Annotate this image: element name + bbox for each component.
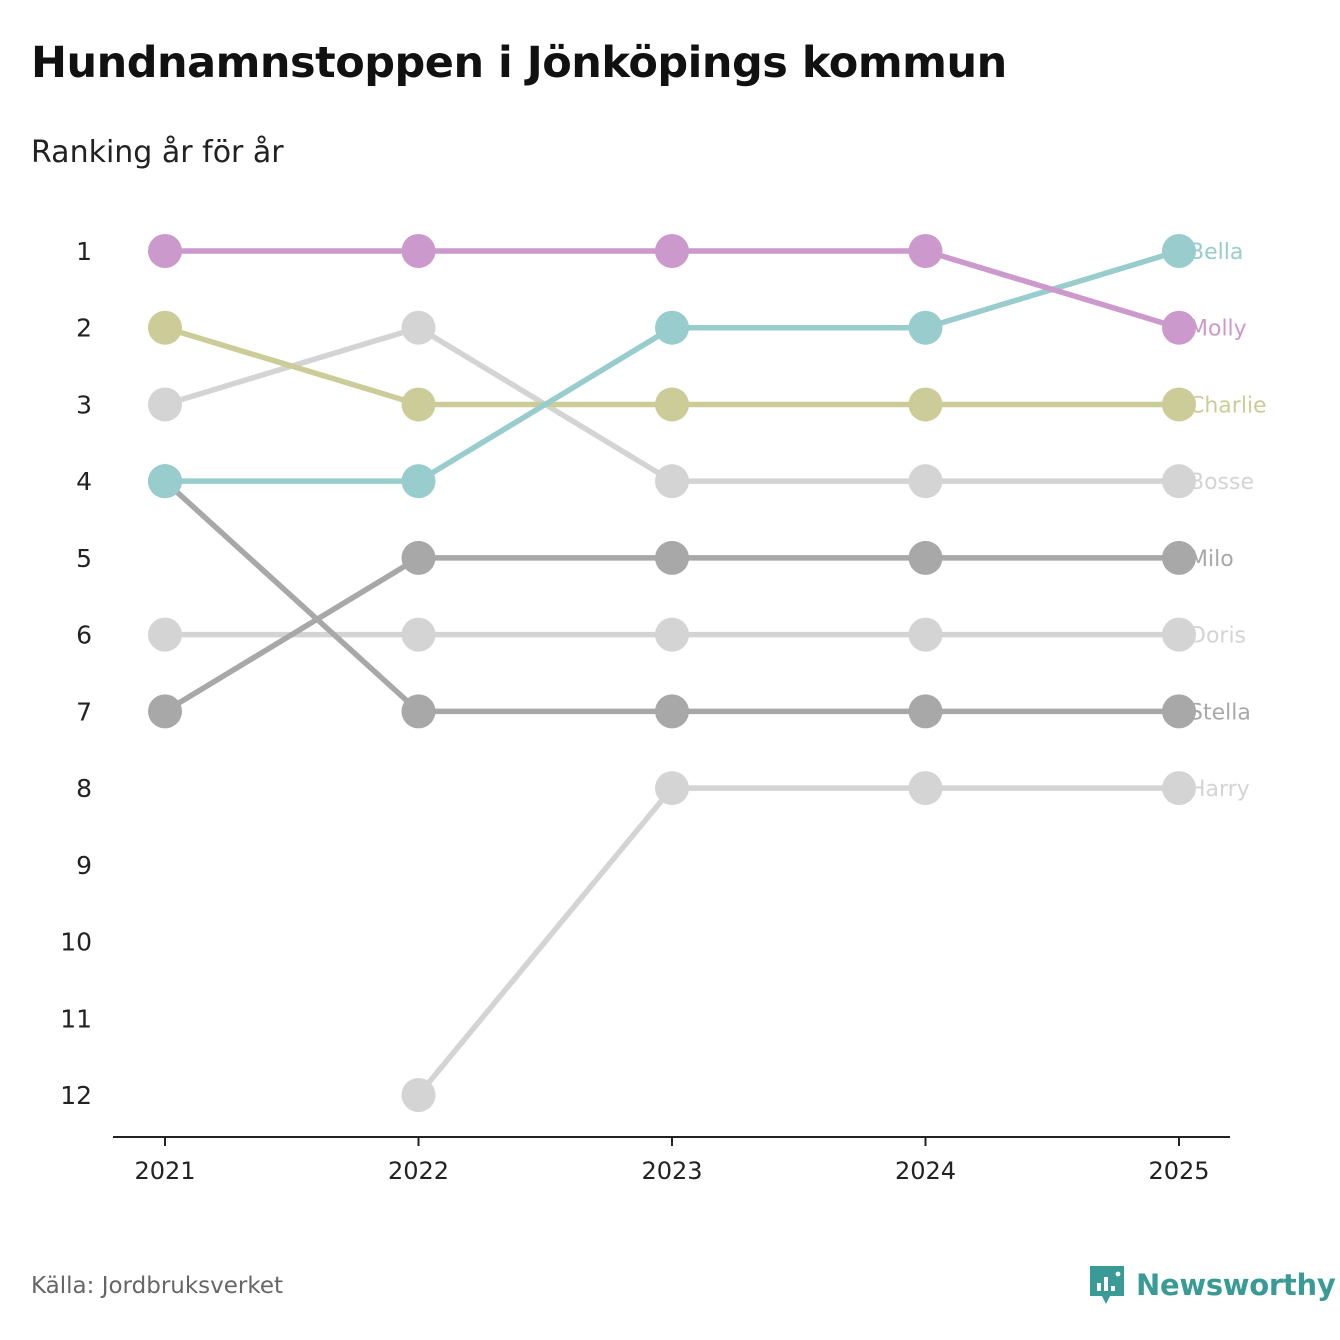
chart-title: Hundnamnstoppen i Jönköpings kommun [31, 38, 1007, 88]
x-tick-label: 2021 [134, 1157, 195, 1185]
y-tick-label: 7 [76, 697, 92, 726]
data-point-stella[interactable] [655, 694, 689, 729]
series-label-harry: Harry [1189, 777, 1250, 802]
data-point-doris[interactable] [655, 617, 689, 652]
data-point-bella[interactable] [908, 310, 943, 345]
data-point-charlie[interactable] [148, 310, 182, 345]
x-tick-label: 2024 [895, 1157, 956, 1185]
data-point-molly[interactable] [148, 234, 182, 268]
series-label-bella: Bella [1189, 240, 1243, 265]
y-tick-label: 8 [76, 774, 92, 803]
x-tick-label: 2023 [641, 1157, 702, 1185]
data-point-molly[interactable] [655, 234, 689, 268]
y-tick-label: 3 [76, 390, 92, 419]
data-point-harry[interactable] [908, 771, 943, 806]
y-tick-label: 11 [60, 1004, 92, 1033]
y-tick-label: 10 [60, 928, 92, 957]
data-point-milo[interactable] [401, 540, 436, 575]
y-tick-label: 5 [76, 544, 92, 573]
data-point-bosse[interactable] [1162, 464, 1196, 499]
data-point-milo[interactable] [148, 694, 182, 729]
series-label-milo: Milo [1189, 547, 1234, 572]
data-point-molly[interactable] [908, 234, 943, 268]
data-point-charlie[interactable] [1162, 387, 1196, 422]
y-tick-label: 9 [76, 851, 92, 880]
y-tick-label: 2 [76, 314, 92, 343]
data-point-bella[interactable] [655, 310, 689, 345]
data-point-stella[interactable] [908, 694, 943, 729]
source-note: Källa: Jordbruksverket [31, 1273, 284, 1299]
series-line-stella [163, 479, 1179, 715]
data-point-molly[interactable] [401, 234, 436, 268]
y-tick-label: 1 [76, 237, 92, 266]
series-label-charlie: Charlie [1189, 393, 1267, 418]
series-points [148, 234, 1196, 1112]
data-point-molly[interactable] [1162, 310, 1196, 345]
series-label-stella: Stella [1189, 700, 1251, 725]
series-line-harry [416, 785, 1179, 1097]
data-point-milo[interactable] [655, 540, 689, 575]
y-tick-label: 6 [76, 621, 92, 650]
data-point-bella[interactable] [401, 464, 436, 499]
data-point-doris[interactable] [908, 617, 943, 652]
data-point-harry[interactable] [401, 1078, 436, 1112]
series-lines [163, 248, 1180, 1097]
data-point-bosse[interactable] [148, 387, 182, 422]
series-labels: Doris Harry Bosse Milo Stella Charlie Bella Mol… [1189, 240, 1267, 802]
data-point-doris[interactable] [401, 617, 436, 652]
y-tick-label: 4 [76, 467, 92, 496]
data-point-harry[interactable] [1162, 771, 1196, 806]
data-point-bella[interactable] [1162, 234, 1196, 268]
data-point-stella[interactable] [1162, 694, 1196, 729]
data-point-charlie[interactable] [401, 387, 436, 422]
data-point-charlie[interactable] [908, 387, 943, 422]
data-point-bosse[interactable] [908, 464, 943, 499]
series-line-bella [165, 248, 1180, 484]
data-point-stella[interactable] [401, 694, 436, 729]
data-point-doris[interactable] [148, 617, 182, 652]
data-point-bosse[interactable] [401, 310, 436, 345]
chart-subtitle: Ranking år för år [31, 135, 284, 170]
data-point-doris[interactable] [1162, 617, 1196, 652]
newsworthy-logo-icon [1090, 1266, 1124, 1304]
data-point-bosse[interactable] [655, 464, 689, 499]
x-tick-label: 2025 [1148, 1157, 1209, 1185]
x-axis: 2021 2022 2023 2024 2025 [113, 1136, 1230, 1185]
data-point-milo[interactable] [1162, 540, 1196, 575]
x-tick-label: 2022 [388, 1157, 449, 1185]
data-point-charlie[interactable] [655, 387, 689, 422]
data-point-bella[interactable] [148, 464, 182, 499]
series-label-doris: Doris [1189, 624, 1246, 649]
data-point-harry[interactable] [655, 771, 689, 806]
series-label-bosse: Bosse [1189, 470, 1254, 495]
series-label-molly: Molly [1189, 317, 1247, 342]
brand-name: Newsworthy [1136, 1268, 1336, 1302]
data-point-milo[interactable] [908, 540, 943, 575]
brand-logo[interactable]: Newsworthy [1088, 1264, 1336, 1306]
y-tick-label: 12 [60, 1081, 92, 1110]
